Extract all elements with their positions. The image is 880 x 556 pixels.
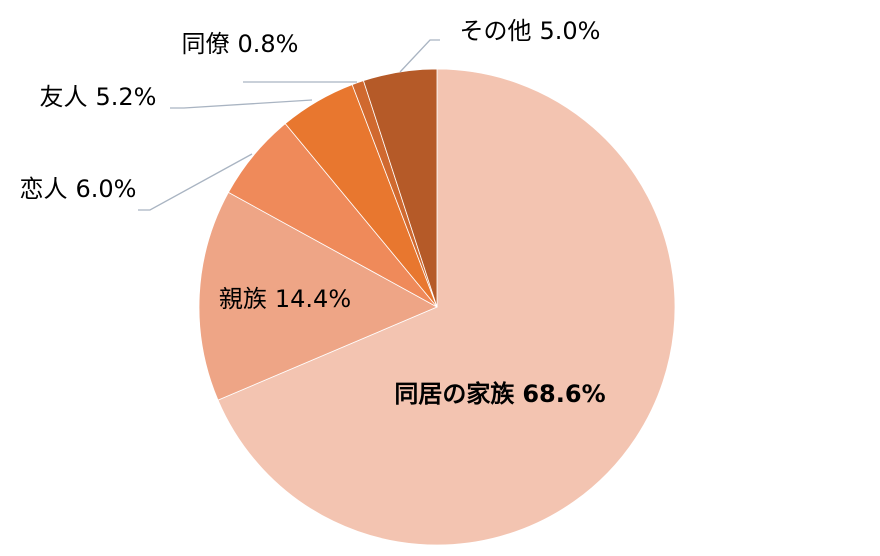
value-label: 68.6% (522, 380, 605, 408)
value-label: 5.0% (540, 17, 601, 45)
data-label: 恋人 6.0% (20, 175, 137, 203)
leader-line (138, 153, 253, 211)
data-label: その他 5.0% (460, 17, 601, 45)
category-label: 親族 (219, 285, 267, 313)
value-label: 0.8% (238, 30, 299, 58)
leader-line (399, 39, 440, 73)
leader-lines (138, 39, 440, 211)
data-label: 友人 5.2% (40, 83, 157, 111)
category-label: 友人 (40, 83, 88, 111)
data-label: 同僚 0.8% (182, 30, 299, 58)
data-label: 親族 14.4% (219, 285, 351, 313)
value-label: 5.2% (96, 83, 157, 111)
pie-slice (217, 68, 676, 546)
leader-line (170, 99, 313, 109)
data-label: 同居の家族 68.6% (394, 380, 605, 408)
value-label: 14.4% (275, 285, 351, 313)
pie-slice (198, 191, 438, 401)
pie-slice (362, 68, 438, 308)
category-label: 同僚 (182, 30, 230, 58)
category-label: その他 (460, 17, 532, 45)
value-label: 6.0% (76, 175, 137, 203)
category-label: 同居の家族 (394, 380, 515, 408)
category-label: 恋人 (20, 175, 68, 203)
